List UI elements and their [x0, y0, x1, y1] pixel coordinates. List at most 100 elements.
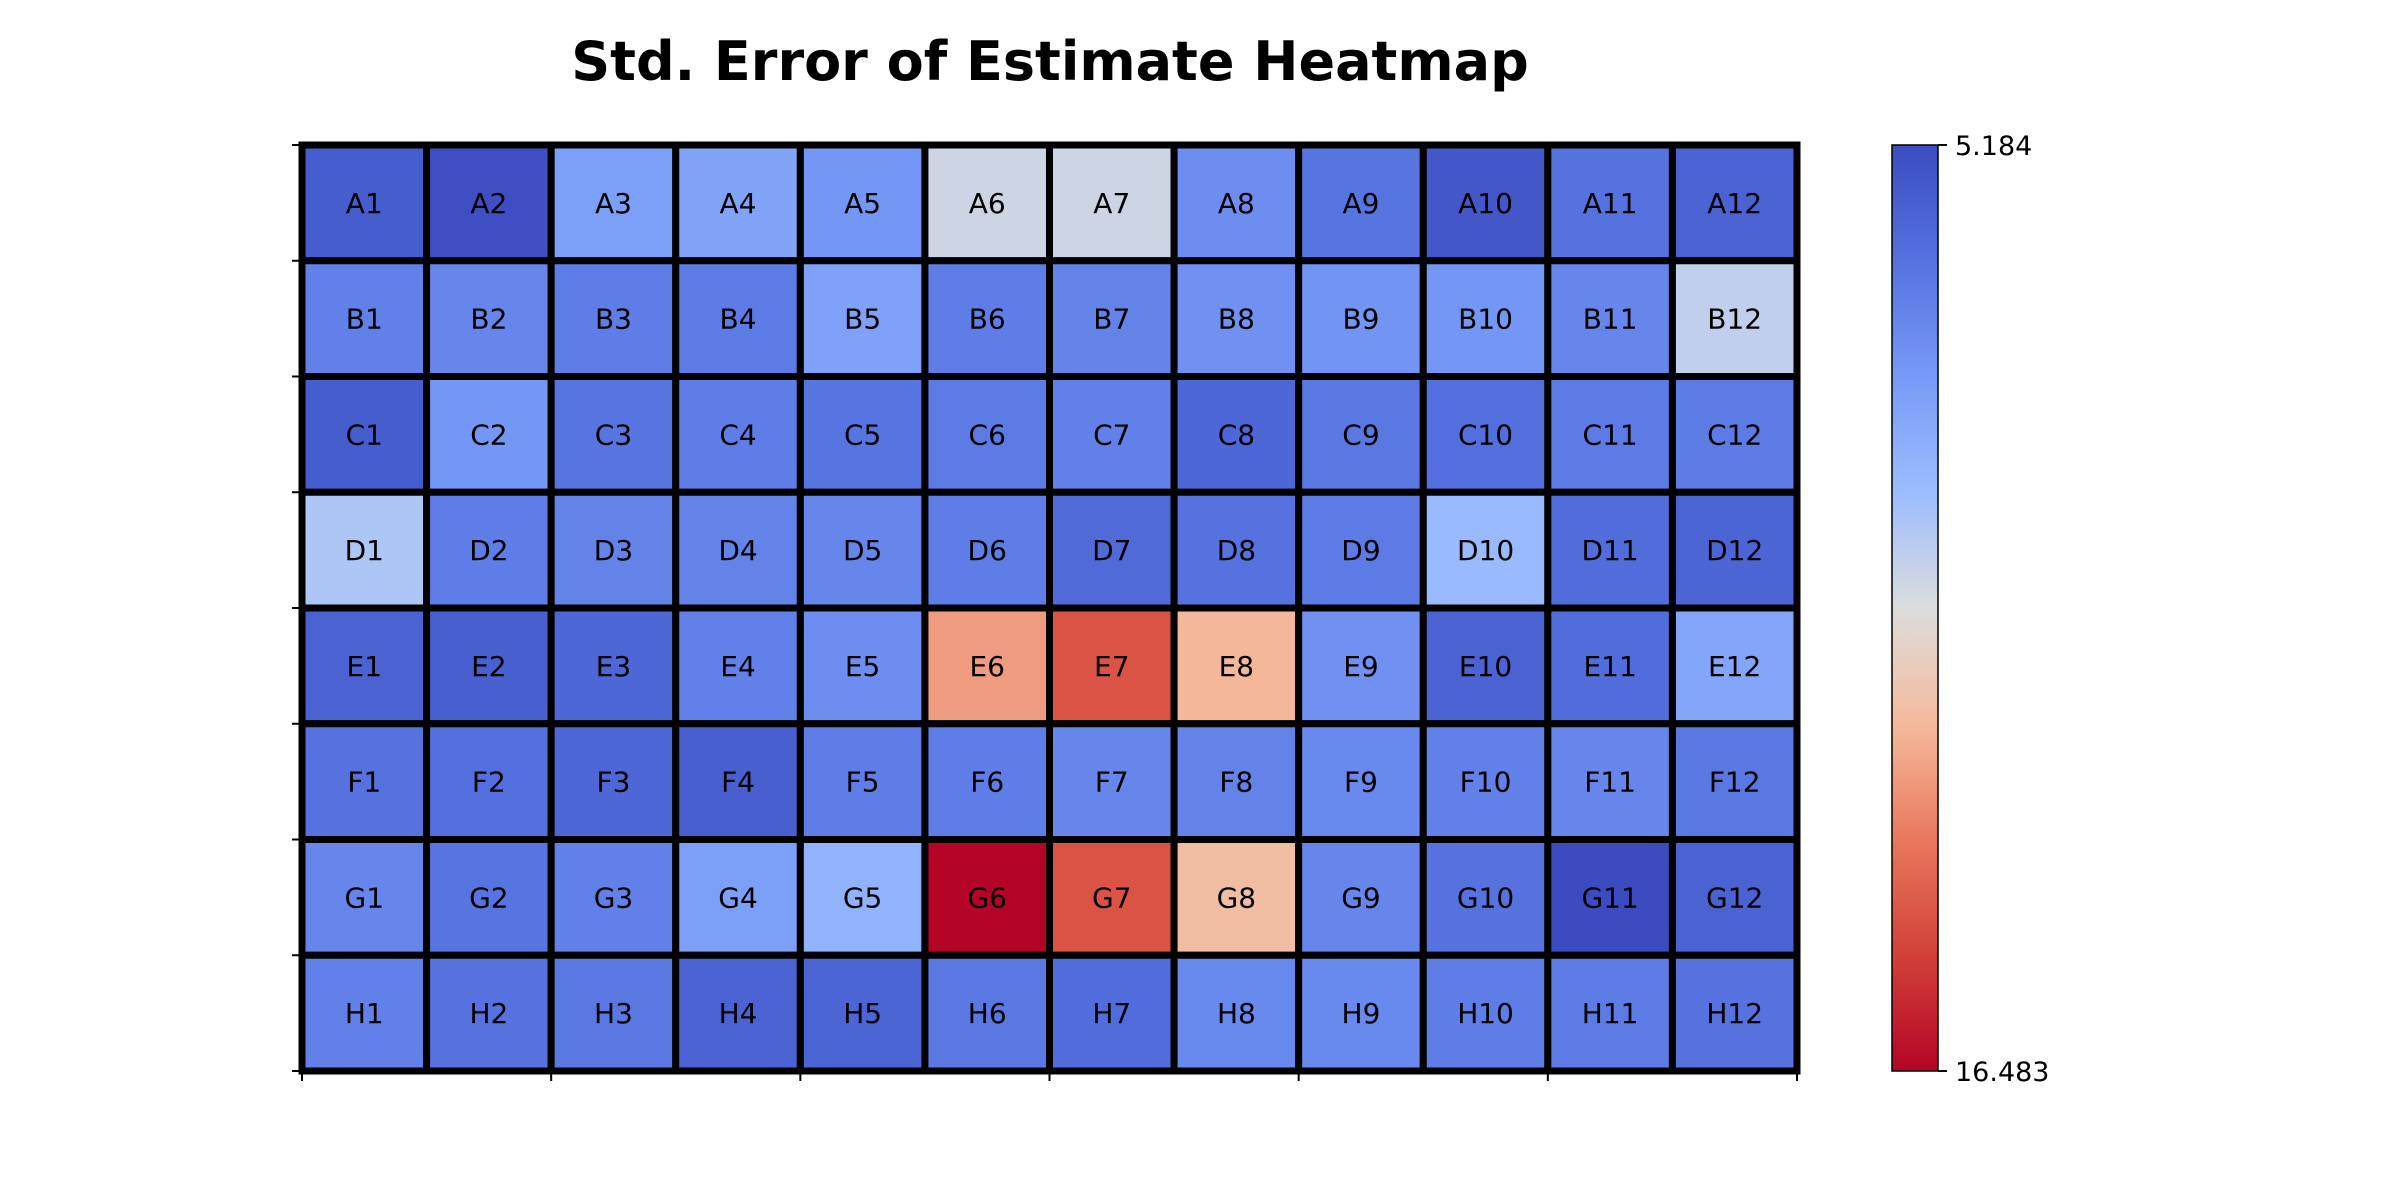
chart-title: Std. Error of Estimate Heatmap: [571, 30, 1528, 93]
heatmap-cell-c7: [1046, 373, 1178, 496]
cell-label-h3: H3: [594, 997, 633, 1030]
cell-label-b11: B11: [1583, 303, 1638, 336]
heatmap-cell-h5: [796, 951, 929, 1075]
cell-label-b7: B7: [1093, 303, 1130, 336]
cell-label-e3: E3: [596, 650, 632, 683]
cell-label-c5: C5: [844, 418, 881, 451]
cell-label-e1: E1: [347, 650, 383, 683]
axis-ticks: [292, 144, 1798, 1081]
cell-label-e8: E8: [1219, 650, 1255, 683]
cell-label-g5: G5: [843, 881, 883, 914]
cell-label-a8: A8: [1218, 187, 1255, 220]
cell-label-f10: F10: [1460, 766, 1512, 799]
cell-label-f1: F1: [347, 766, 381, 799]
heatmap-cell-f9: [1295, 720, 1427, 843]
heatmap-cell-g12: [1668, 836, 1801, 959]
colorbar-min-label: 16.483: [1955, 1057, 2049, 1088]
heatmap-cell-e2: [423, 604, 555, 728]
cell-label-g2: G2: [469, 881, 509, 914]
heatmap-cell-g10: [1419, 836, 1552, 959]
cell-label-h11: H11: [1582, 997, 1639, 1030]
cell-label-g10: G10: [1457, 881, 1514, 914]
cell-label-g6: G6: [967, 881, 1007, 914]
cell-label-g9: G9: [1341, 881, 1381, 914]
cell-label-d9: D9: [1341, 534, 1380, 567]
cell-label-b8: B8: [1218, 303, 1255, 336]
heatmap-cell-b11: [1544, 257, 1676, 380]
heatmap-cell-h10: [1419, 951, 1552, 1075]
heatmap-cell-g9: [1295, 836, 1427, 959]
heatmap-cell-d10: [1419, 488, 1552, 612]
heatmap-cell-f4: [672, 720, 804, 843]
cell-label-h7: H7: [1092, 997, 1131, 1030]
cell-label-g8: G8: [1217, 881, 1257, 914]
heatmap-cell-b5: [796, 257, 929, 380]
cell-label-f3: F3: [596, 766, 630, 799]
cell-label-a1: A1: [346, 187, 383, 220]
cell-label-f12: F12: [1709, 766, 1761, 799]
cell-label-c2: C2: [470, 418, 507, 451]
cell-label-c6: C6: [969, 418, 1006, 451]
cell-label-f4: F4: [721, 766, 755, 799]
cell-label-h1: H1: [345, 997, 384, 1030]
cell-label-f9: F9: [1344, 766, 1378, 799]
cell-label-h2: H2: [469, 997, 508, 1030]
cell-label-e2: E2: [471, 650, 507, 683]
cell-label-b6: B6: [969, 303, 1006, 336]
colorbar-gradient: [1891, 144, 1939, 1072]
heatmap-cell-f8: [1170, 720, 1303, 843]
cell-label-h8: H8: [1217, 997, 1256, 1030]
cell-label-f11: F11: [1584, 766, 1636, 799]
heatmap-cell-h9: [1295, 951, 1427, 1075]
heatmap-cell-e11: [1544, 604, 1676, 728]
cell-label-g12: G12: [1706, 881, 1763, 914]
colorbar: 5.184 16.483: [1891, 131, 2049, 1088]
heatmap-cell-c12: [1668, 373, 1801, 496]
cell-label-d7: D7: [1092, 534, 1131, 567]
cell-label-c8: C8: [1218, 418, 1255, 451]
heatmap-cell-g2: [423, 836, 555, 959]
heatmap-cell-h7: [1046, 951, 1178, 1075]
cell-label-h9: H9: [1342, 997, 1381, 1030]
cell-label-b3: B3: [595, 303, 632, 336]
cell-label-f5: F5: [846, 766, 880, 799]
cell-label-d6: D6: [968, 534, 1007, 567]
cell-label-h4: H4: [719, 997, 758, 1030]
cell-label-a11: A11: [1583, 187, 1638, 220]
cell-label-h12: H12: [1706, 997, 1763, 1030]
heatmap-cell-c3: [547, 373, 680, 496]
cell-label-e4: E4: [720, 650, 756, 683]
cell-label-c3: C3: [595, 418, 632, 451]
cell-label-d8: D8: [1217, 534, 1256, 567]
cell-label-b1: B1: [346, 303, 383, 336]
cell-label-b2: B2: [470, 303, 507, 336]
heatmap-cell-g5: [796, 836, 929, 959]
cell-label-d5: D5: [843, 534, 882, 567]
cell-label-b4: B4: [720, 303, 757, 336]
cell-label-g11: G11: [1581, 881, 1638, 914]
cell-label-d12: D12: [1706, 534, 1763, 567]
cell-label-g3: G3: [594, 881, 634, 914]
cell-label-b9: B9: [1342, 303, 1379, 336]
cell-label-e11: E11: [1583, 650, 1636, 683]
cell-label-d10: D10: [1457, 534, 1514, 567]
cell-label-b10: B10: [1458, 303, 1513, 336]
cell-label-h6: H6: [968, 997, 1007, 1030]
cell-label-e10: E10: [1459, 650, 1512, 683]
cell-label-g4: G4: [718, 881, 758, 914]
cell-label-g7: G7: [1092, 881, 1132, 914]
heatmap-cell-h4: [672, 951, 804, 1075]
cell-label-e7: E7: [1094, 650, 1130, 683]
heatmap-cell-f1: [298, 720, 431, 843]
cell-label-h10: H10: [1457, 997, 1514, 1030]
heatmap-cell-h8: [1170, 951, 1303, 1075]
cell-label-c10: C10: [1458, 418, 1513, 451]
cell-label-f8: F8: [1219, 766, 1253, 799]
heatmap-grid: A1 A2 A3 A4 A5 A6 A7 A8 A9 A10 A11 A12 B1 B2 B3 B4 B5 B6 B…: [298, 141, 1801, 1075]
cell-label-f6: F6: [970, 766, 1004, 799]
heatmap-cell-a10: [1419, 141, 1552, 265]
cell-label-a10: A10: [1458, 187, 1513, 220]
cell-label-a3: A3: [595, 187, 632, 220]
cell-label-e6: E6: [969, 650, 1005, 683]
